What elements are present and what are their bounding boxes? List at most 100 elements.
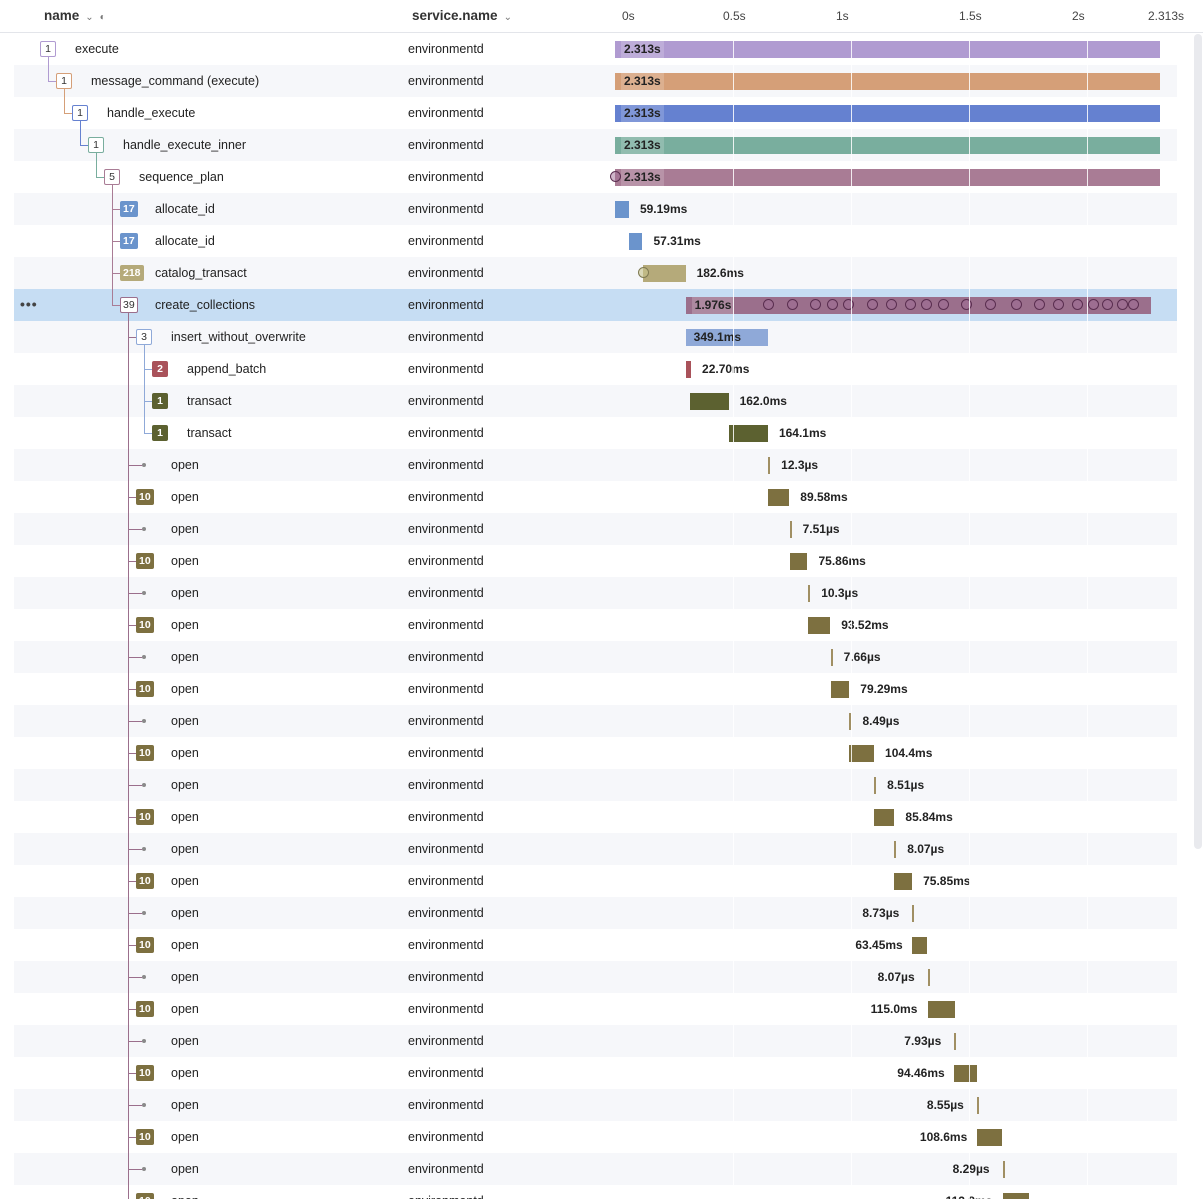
span-duration-bar[interactable]: [768, 457, 771, 474]
table-row[interactable]: open environmentd 8.07µs: [14, 961, 1177, 993]
span-count-badge[interactable]: 10: [136, 681, 154, 697]
span-name[interactable]: open: [171, 1162, 199, 1176]
span-duration-bar[interactable]: [615, 201, 629, 218]
span-count-badge[interactable]: 1: [72, 105, 88, 121]
span-count-badge[interactable]: 10: [136, 1001, 154, 1017]
table-row[interactable]: open environmentd 8.73µs: [14, 897, 1177, 929]
span-name[interactable]: handle_execute: [107, 106, 196, 120]
table-row[interactable]: open environmentd 8.51µs: [14, 769, 1177, 801]
table-row[interactable]: 10 open environmentd 79.29ms: [14, 673, 1177, 705]
span-event-marker[interactable]: [921, 299, 933, 310]
span-name[interactable]: open: [171, 810, 199, 824]
span-event-marker[interactable]: [937, 299, 949, 310]
span-name[interactable]: open: [171, 1194, 199, 1199]
span-count-badge[interactable]: 39: [120, 297, 138, 313]
span-duration-bar[interactable]: [954, 1033, 957, 1050]
span-duration-bar[interactable]: [808, 617, 831, 634]
vertical-scrollbar[interactable]: [1194, 34, 1202, 849]
span-count-badge[interactable]: 5: [104, 169, 120, 185]
span-event-marker[interactable]: [984, 299, 996, 310]
span-event-marker[interactable]: [1034, 299, 1046, 310]
span-name[interactable]: open: [171, 874, 199, 888]
span-duration-bar[interactable]: [615, 41, 1160, 58]
span-name[interactable]: open: [171, 842, 199, 856]
chevron-down-icon[interactable]: ⌄: [503, 12, 512, 23]
span-duration-bar[interactable]: [874, 777, 877, 794]
span-event-marker[interactable]: [638, 267, 650, 278]
span-count-badge[interactable]: 10: [136, 489, 154, 505]
span-name[interactable]: open: [171, 522, 199, 536]
span-name[interactable]: handle_execute_inner: [123, 138, 247, 152]
span-name[interactable]: open: [171, 746, 199, 760]
table-row[interactable]: 17 allocate_id environmentd 57.31ms: [14, 225, 1177, 257]
span-name[interactable]: append_batch: [187, 362, 267, 376]
span-event-marker[interactable]: [961, 299, 973, 310]
span-count-badge[interactable]: 10: [136, 1065, 154, 1081]
eye-off-icon[interactable]: ◐: [99, 12, 106, 23]
span-count-badge[interactable]: 1: [88, 137, 104, 153]
table-row[interactable]: 1 transact environmentd 164.1ms: [14, 417, 1177, 449]
table-row[interactable]: 10 open environmentd 75.86ms: [14, 545, 1177, 577]
span-name[interactable]: open: [171, 714, 199, 728]
span-duration-bar[interactable]: [685, 329, 768, 346]
span-name[interactable]: message_command (execute): [91, 74, 260, 88]
span-count-badge[interactable]: 3: [136, 329, 152, 345]
span-name[interactable]: open: [171, 682, 199, 696]
span-event-marker[interactable]: [1128, 299, 1140, 310]
span-duration-bar[interactable]: [1002, 1193, 1030, 1199]
span-name[interactable]: open: [171, 618, 199, 632]
span-duration-bar[interactable]: [1002, 1161, 1005, 1178]
table-row[interactable]: 10 open environmentd 94.46ms: [14, 1057, 1177, 1089]
span-duration-bar[interactable]: [729, 425, 768, 442]
span-name[interactable]: open: [171, 554, 199, 568]
span-count-badge[interactable]: 10: [136, 617, 154, 633]
table-row[interactable]: open environmentd 7.66µs: [14, 641, 1177, 673]
table-row[interactable]: open environmentd 10.3µs: [14, 577, 1177, 609]
table-row[interactable]: open environmentd 7.93µs: [14, 1025, 1177, 1057]
span-name[interactable]: transact: [187, 426, 232, 440]
span-duration-bar[interactable]: [615, 169, 1160, 186]
span-duration-bar[interactable]: [874, 809, 895, 826]
span-name[interactable]: open: [171, 906, 199, 920]
table-row[interactable]: 218 catalog_transact environmentd 182.6ms: [14, 257, 1177, 289]
table-row[interactable]: open environmentd 8.55µs: [14, 1089, 1177, 1121]
span-name[interactable]: execute: [75, 42, 119, 56]
span-name[interactable]: allocate_id: [155, 202, 215, 216]
span-duration-bar[interactable]: [954, 1065, 977, 1082]
table-row[interactable]: 1 message_command (execute) environmentd 2.…: [14, 65, 1177, 97]
span-name[interactable]: sequence_plan: [139, 170, 224, 184]
span-duration-bar[interactable]: [927, 1001, 955, 1018]
table-row[interactable]: 5 sequence_plan environmentd 2.313s: [14, 161, 1177, 193]
span-duration-bar[interactable]: [894, 873, 913, 890]
span-count-badge[interactable]: 2: [152, 361, 168, 377]
table-row[interactable]: 1 transact environmentd 162.0ms: [14, 385, 1177, 417]
span-event-marker[interactable]: [786, 299, 798, 310]
span-event-marker[interactable]: [1071, 299, 1083, 310]
span-name[interactable]: open: [171, 778, 199, 792]
span-duration-bar[interactable]: [912, 937, 928, 954]
table-row[interactable]: 10 open environmentd 93.52ms: [14, 609, 1177, 641]
span-name[interactable]: insert_without_overwrite: [171, 330, 306, 344]
row-actions-menu-icon[interactable]: •••: [20, 296, 38, 312]
span-count-badge[interactable]: 1: [152, 425, 168, 441]
span-count-badge[interactable]: 10: [136, 873, 154, 889]
span-duration-bar[interactable]: [690, 393, 729, 410]
span-count-badge[interactable]: 218: [120, 265, 144, 281]
span-count-badge[interactable]: 10: [136, 1129, 154, 1145]
span-count-badge[interactable]: 10: [136, 553, 154, 569]
span-name[interactable]: open: [171, 586, 199, 600]
span-count-badge[interactable]: 1: [56, 73, 72, 89]
span-name[interactable]: open: [171, 1002, 199, 1016]
span-event-marker[interactable]: [904, 299, 916, 310]
span-duration-bar[interactable]: [830, 681, 850, 698]
span-event-marker[interactable]: [1102, 299, 1114, 310]
span-event-marker[interactable]: [826, 299, 838, 310]
span-event-marker[interactable]: [1010, 299, 1022, 310]
span-count-badge[interactable]: 1: [40, 41, 56, 57]
table-row[interactable]: 1 handle_execute_inner environmentd 2.313s: [14, 129, 1177, 161]
table-row[interactable]: 10 open environmentd 85.84ms: [14, 801, 1177, 833]
span-name[interactable]: open: [171, 938, 199, 952]
chevron-down-icon[interactable]: ⌄: [85, 12, 94, 23]
span-count-badge[interactable]: 17: [120, 201, 138, 217]
span-name[interactable]: transact: [187, 394, 232, 408]
